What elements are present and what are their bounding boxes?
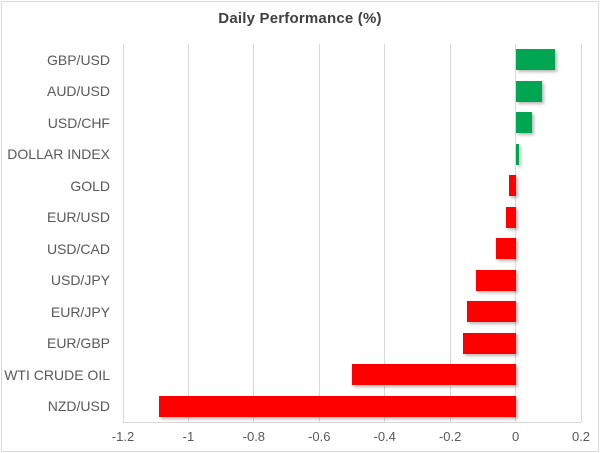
x-tick-label: -0.4	[373, 429, 396, 444]
category-label-wti-crude-oil: WTI CRUDE OIL	[4, 366, 110, 383]
x-tick-label: 0.2	[571, 429, 591, 444]
bar-usd-cad	[495, 238, 516, 260]
bar-dollar-index	[515, 143, 519, 165]
category-label-gbp-usd: GBP/USD	[46, 51, 110, 68]
category-label-eur-jpy: EUR/JPY	[50, 303, 110, 320]
x-tick-label: -0.2	[438, 429, 462, 444]
category-label-eur-gbp: EUR/GBP	[46, 335, 110, 352]
category-label-usd-chf: USD/CHF	[47, 114, 110, 131]
bar-gbp-usd	[515, 49, 555, 71]
category-label-eur-usd: EUR/USD	[46, 209, 110, 226]
gridline	[253, 44, 255, 422]
category-label-usd-jpy: USD/JPY	[50, 272, 110, 289]
gridline	[580, 44, 582, 422]
category-label-gold: GOLD	[70, 177, 110, 194]
gridline	[515, 44, 517, 422]
gridline	[187, 44, 189, 422]
gridline	[449, 44, 451, 422]
gridline	[318, 44, 320, 422]
bar-gold	[509, 175, 516, 197]
category-label-dollar-index: DOLLAR INDEX	[7, 146, 110, 163]
bar-wti-crude-oil	[352, 364, 516, 386]
x-tick-label: -0.8	[242, 429, 266, 444]
bar-eur-usd	[505, 206, 516, 228]
bar-nzd-usd	[158, 395, 516, 417]
category-label-nzd-usd: NZD/USD	[47, 398, 110, 415]
chart-title: Daily Performance (%)	[218, 10, 382, 27]
category-label-aud-usd: AUD/USD	[46, 83, 110, 100]
bar-eur-jpy	[466, 301, 516, 323]
x-tick-label: -1	[182, 429, 195, 444]
bar-aud-usd	[515, 80, 542, 102]
bar-eur-gbp	[463, 332, 516, 354]
value-axis: -1.2 -1 -0.8 -0.6 -0.4 -0.2 0 0.2	[112, 429, 590, 447]
x-tick-label: -0.6	[308, 429, 331, 444]
category-label-usd-cad: USD/CAD	[46, 240, 110, 257]
x-tick-label: 0	[511, 429, 520, 444]
gridline	[122, 44, 124, 422]
bar-usd-chf	[515, 112, 532, 134]
plot-area	[122, 44, 582, 423]
category-axis: GBP/USD AUD/USD USD/CHF DOLLAR INDEX GOLD EUR…	[2, 44, 110, 422]
x-tick-label: -1.2	[111, 429, 135, 444]
bar-usd-jpy	[476, 269, 516, 291]
gridline	[384, 44, 386, 422]
